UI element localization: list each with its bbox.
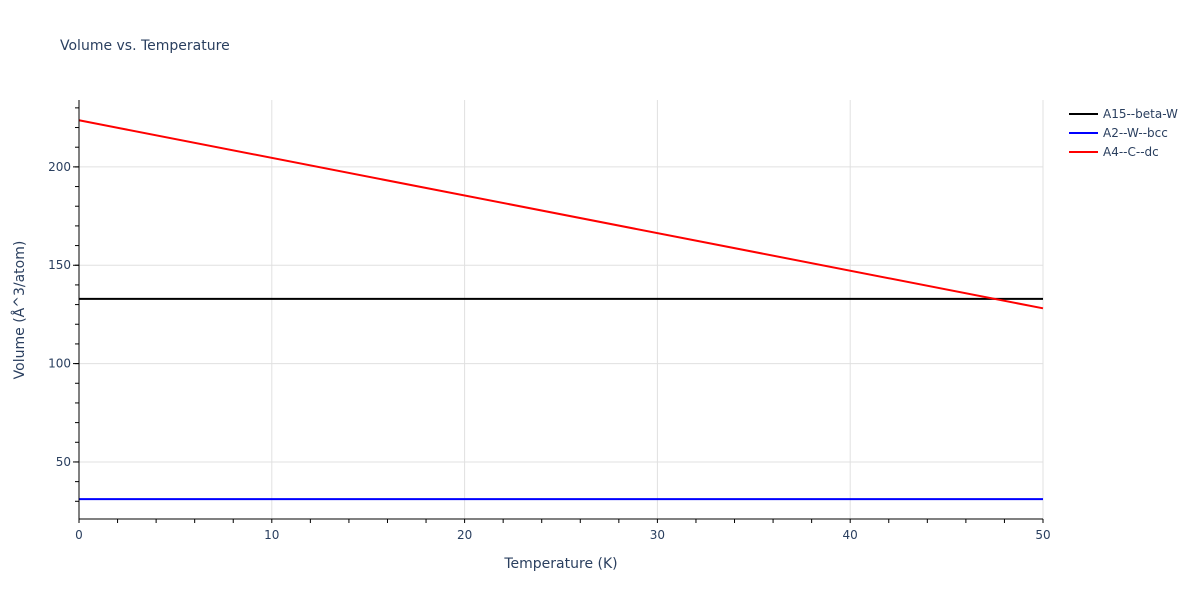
y-tick-label: 150: [48, 258, 71, 272]
y-tick-label: 200: [48, 160, 71, 174]
legend-label: A2--W--bcc: [1103, 126, 1168, 140]
x-axis-title: Temperature (K): [503, 556, 617, 572]
y-axis-title: Volume (Å^3/atom): [11, 241, 28, 380]
series-line: [78, 119, 1044, 310]
legend-label: A15--beta-W: [1103, 107, 1178, 121]
x-tick-label: 40: [843, 528, 858, 542]
plot-area: [78, 119, 1044, 501]
grid: [79, 100, 1044, 519]
x-tick-label: 30: [650, 528, 665, 542]
chart-title: Volume vs. Temperature: [60, 38, 230, 54]
x-tick-label: 50: [1035, 528, 1050, 542]
x-tick-label: 20: [457, 528, 472, 542]
axes: 0 10 20 30 40 50 50 100 150 200: [48, 100, 1051, 542]
x-tick-label: 10: [264, 528, 279, 542]
y-tick-label: 50: [56, 455, 71, 469]
y-tick-label: 100: [48, 357, 71, 371]
x-tick-label: 0: [75, 528, 83, 542]
legend-label: A4--C--dc: [1103, 145, 1159, 159]
legend: A15--beta-W A2--W--bcc A4--C--dc: [1069, 107, 1178, 159]
